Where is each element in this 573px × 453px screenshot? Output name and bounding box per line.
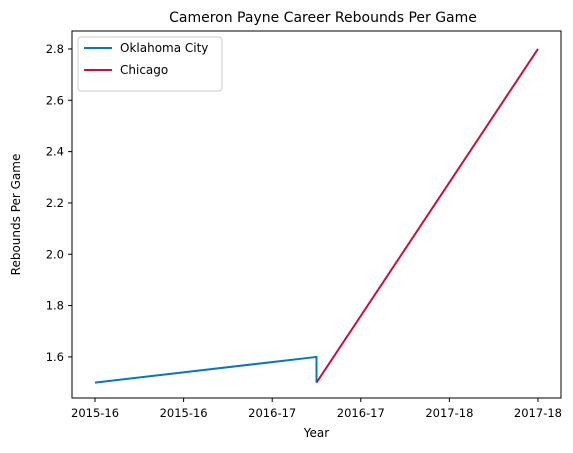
series-line-0: [94, 355, 318, 384]
x-tick-label: 2015-16: [160, 406, 208, 420]
y-axis: 1.6 1.8 2.0 2.2 2.4 2.6 2.8: [46, 42, 72, 364]
x-tick-label: 2016-17: [248, 406, 296, 420]
y-axis-label: Rebounds Per Game: [9, 154, 23, 276]
plot-lines: [94, 48, 539, 384]
x-tick-label: 2017-18: [425, 406, 473, 420]
chart-title: Cameron Payne Career Rebounds Per Game: [169, 10, 477, 26]
y-tick-label: 2.6: [46, 93, 64, 107]
plot-frame: [71, 30, 562, 399]
legend-label: Chicago: [120, 63, 168, 77]
series-line-1: [315, 48, 539, 384]
x-tick-label: 2016-17: [337, 406, 385, 420]
x-tick-label: 2017-18: [514, 406, 562, 420]
x-tick-label: 2015-16: [71, 406, 119, 420]
x-axis: 2015-16 2015-16 2016-17 2016-17 2017-18 2017-…: [71, 398, 562, 420]
y-tick-label: 1.6: [46, 350, 64, 364]
y-tick-label: 1.8: [46, 299, 64, 313]
legend-box: [77, 36, 223, 92]
y-tick-label: 2.4: [46, 145, 64, 159]
legend-label: Oklahoma City: [120, 41, 208, 55]
y-tick-label: 2.2: [46, 196, 64, 210]
y-tick-label: 2.8: [46, 42, 64, 56]
y-tick-label: 2.0: [46, 247, 64, 261]
legend: Oklahoma City Chicago: [77, 36, 223, 92]
x-axis-label: Year: [303, 426, 329, 440]
